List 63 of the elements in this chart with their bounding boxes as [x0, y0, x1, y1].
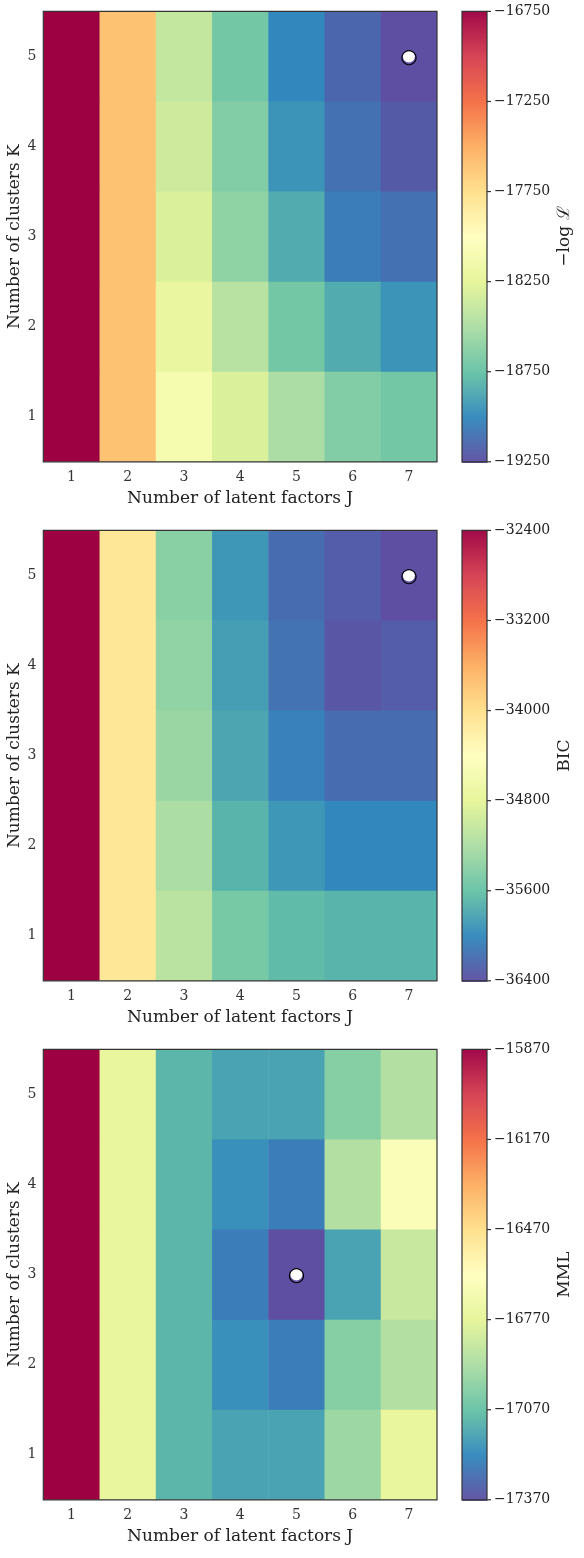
x-tick-label: 6 — [348, 1505, 358, 1522]
color-bar-label: −15870 — [494, 1040, 551, 1057]
y-tick-label: 2 — [27, 1355, 37, 1372]
color-bar-title: −log ℒ — [553, 206, 574, 267]
x-axis-title: Number of latent factors J — [127, 1006, 354, 1027]
color-bar-label: −18250 — [494, 272, 551, 289]
x-tick-label: 1 — [66, 467, 76, 484]
y-tick-label: 1 — [27, 407, 37, 424]
y-tick-label: 5 — [27, 1085, 37, 1102]
y-tick-label: 4 — [27, 137, 37, 154]
color-bar-label: −16770 — [494, 1310, 551, 1327]
color-bar-title: MML — [553, 1251, 574, 1298]
x-tick-label: 3 — [179, 1505, 189, 1522]
y-tick-label: 5 — [27, 47, 37, 64]
y-tick-label: 1 — [27, 1445, 37, 1462]
color-bar-label: −17750 — [494, 182, 551, 199]
x-axis-title: Number of latent factors J — [127, 1525, 354, 1546]
y-axis-title: Number of clusters K — [2, 143, 23, 330]
x-tick-label: 5 — [291, 467, 301, 484]
x-tick-label: 6 — [348, 986, 358, 1003]
y-axis-title: Number of clusters K — [2, 1181, 23, 1368]
x-tick-label: 3 — [179, 467, 189, 484]
color-bar-title: BIC — [553, 739, 574, 772]
y-tick-label: 2 — [27, 836, 37, 853]
y-tick-label: 4 — [27, 1175, 37, 1192]
y-tick-label: 5 — [27, 566, 37, 583]
y-tick-label: 1 — [27, 926, 37, 943]
x-tick-label: 2 — [123, 986, 133, 1003]
y-tick-label: 4 — [27, 656, 37, 673]
y-tick-label: 3 — [27, 1265, 37, 1282]
x-tick-label: 5 — [291, 986, 301, 1003]
color-bar-label: −19250 — [494, 452, 551, 469]
x-tick-label: 7 — [404, 467, 414, 484]
x-tick-label: 2 — [123, 467, 133, 484]
x-tick-label: 2 — [123, 1505, 133, 1522]
x-tick-label: 7 — [404, 1505, 414, 1522]
color-bar-label: −16750 — [494, 2, 551, 19]
color-bar-label: −36400 — [494, 971, 551, 988]
x-tick-label: 4 — [235, 467, 245, 484]
y-tick-label: 3 — [27, 227, 37, 244]
x-tick-label: 7 — [404, 986, 414, 1003]
color-bar-label: −33200 — [494, 611, 551, 628]
color-bar-label: −34000 — [494, 701, 551, 718]
x-tick-label: 6 — [348, 467, 358, 484]
x-axis-title: Number of latent factors J — [127, 487, 354, 508]
x-tick-label: 3 — [179, 986, 189, 1003]
color-bar-label: −32400 — [494, 521, 551, 538]
x-tick-label: 1 — [66, 1505, 76, 1522]
x-tick-label: 4 — [235, 986, 245, 1003]
color-bar-label: −18750 — [494, 362, 551, 379]
color-bar-label: −34800 — [494, 791, 551, 808]
x-tick-label: 5 — [291, 1505, 301, 1522]
color-bar-label: −17070 — [494, 1400, 551, 1417]
x-tick-label: 1 — [66, 986, 76, 1003]
x-tick-label: 4 — [235, 1505, 245, 1522]
color-bar-label: −16470 — [494, 1220, 551, 1237]
color-bar-label: −17370 — [494, 1490, 551, 1507]
color-bar-label: −17250 — [494, 92, 551, 109]
y-tick-label: 3 — [27, 746, 37, 763]
color-bar-label: −35600 — [494, 881, 551, 898]
color-bar-label: −16170 — [494, 1130, 551, 1147]
y-tick-label: 2 — [27, 317, 37, 334]
y-axis-title: Number of clusters K — [2, 662, 23, 849]
